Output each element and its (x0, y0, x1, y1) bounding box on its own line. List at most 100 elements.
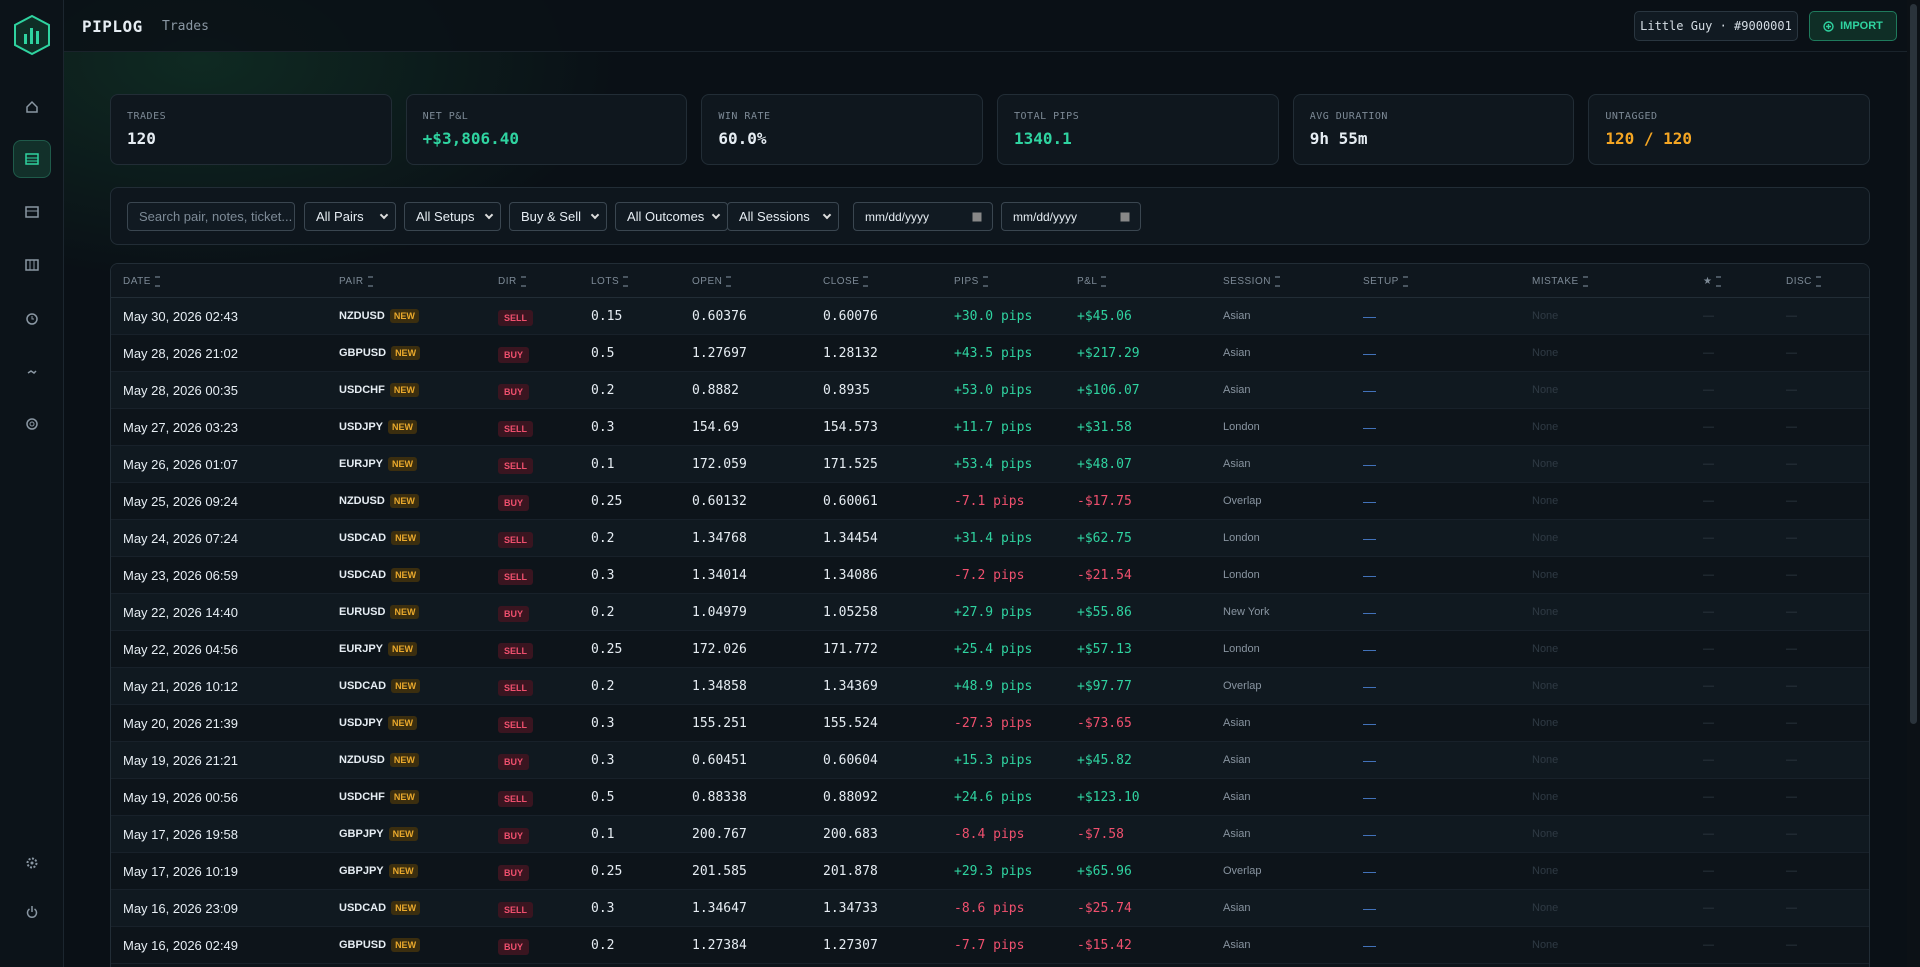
date-input[interactable]: mm/dd/yyyy (1001, 202, 1141, 231)
nav-calendar[interactable] (13, 246, 51, 284)
nav-settings[interactable] (13, 844, 51, 882)
setup-cell: — (1363, 409, 1376, 446)
filter-select[interactable]: All Setups (404, 202, 501, 231)
lots: 0.5 (591, 346, 615, 361)
trade-row[interactable]: May 23, 2026 06:59 USDCAD NEW SELL 0.3 1.3401… (111, 557, 1869, 594)
scrollbar (1907, 0, 1920, 967)
top-bar: PIPLOG Trades Little Guy · #9000001 IMPO… (64, 0, 1920, 52)
column-header[interactable]: OPEN (692, 276, 731, 287)
date: May 30, 2026 02:43 (123, 309, 238, 324)
number-cell: 0.88338 (692, 779, 747, 816)
nav-trades[interactable] (13, 140, 51, 178)
column-header[interactable]: PIPS (954, 276, 988, 287)
trade-row[interactable]: May 22, 2026 14:40 EURUSD NEW BUY 0.2 1.04979… (111, 594, 1869, 631)
discipline: — (1786, 606, 1797, 618)
filter-select[interactable]: All Pairs (304, 202, 396, 231)
column-header[interactable]: MISTAKE (1532, 276, 1588, 287)
close: 155.524 (823, 716, 878, 731)
new-badge: NEW (389, 494, 419, 509)
column-header[interactable]: LOTS (591, 276, 628, 287)
import-button[interactable]: IMPORT (1809, 11, 1897, 41)
number-cell: 1.28132 (823, 335, 878, 372)
trade-row[interactable]: May 17, 2026 19:58 GBPJPY NEW BUY 0.1 200.767… (111, 816, 1869, 853)
column-header[interactable]: DATE (123, 276, 160, 287)
result-cell: -$25.74 (1077, 890, 1132, 927)
column-header[interactable]: DISC (1786, 276, 1821, 287)
rating-cell: — (1703, 594, 1714, 631)
pair: NZDUSD (339, 495, 385, 507)
nav-journal[interactable] (13, 193, 51, 231)
setup-cell: — (1363, 594, 1376, 631)
discipline: — (1786, 458, 1797, 470)
date-cell: May 22, 2026 04:56 (123, 631, 238, 668)
trade-row[interactable]: May 30, 2026 02:43 NZDUSD NEW SELL 0.15 0.603… (111, 298, 1869, 335)
rating: — (1703, 310, 1714, 322)
column-header[interactable]: SETUP (1363, 276, 1408, 287)
trade-row[interactable]: May 27, 2026 03:23 USDJPY NEW SELL 0.3 154.69… (111, 409, 1869, 446)
direction: BUY (498, 494, 530, 511)
column-header[interactable]: ★ (1703, 276, 1721, 287)
rating-cell: — (1703, 446, 1714, 483)
session-cell: Asian (1223, 705, 1251, 742)
chevron (711, 210, 721, 220)
trade-row[interactable]: May 28, 2026 00:35 USDCHF NEW BUY 0.2 0.8882 0… (111, 372, 1869, 409)
result-cell: -7.1 pips (954, 483, 1024, 520)
trade-row[interactable]: May 19, 2026 21:21 NZDUSD NEW BUY 0.3 0.60451… (111, 742, 1869, 779)
close: 0.88092 (823, 790, 878, 805)
trade-row[interactable]: May 17, 2026 10:19 GBPJPY NEW BUY 0.25 201.58… (111, 853, 1869, 890)
select-label: Buy & Sell (521, 209, 581, 224)
date-cell: May 28, 2026 21:02 (123, 335, 238, 372)
trade-row[interactable]: May 16, 2026 23:09 USDCAD NEW SELL 0.3 1.3464… (111, 890, 1869, 927)
column-header[interactable]: SESSION (1223, 276, 1280, 287)
mistake-cell: None (1532, 483, 1558, 520)
date-cell: May 23, 2026 06:59 (123, 557, 238, 594)
direction: SELL (498, 420, 534, 437)
date-cell: May 21, 2026 10:12 (123, 668, 238, 705)
pnl: +$65.96 (1077, 864, 1132, 879)
column-header[interactable]: PAIR (339, 276, 373, 287)
trade-row[interactable]: May 19, 2026 00:56 USDCHF NEW SELL 0.5 0.8833… (111, 779, 1869, 816)
trade-row[interactable]: May 16, 2026 02:49 GBPUSD NEW BUY 0.2 1.27384… (111, 927, 1869, 964)
trade-row[interactable]: May 22, 2026 04:56 EURJPY NEW SELL 0.25 172.0… (111, 631, 1869, 668)
nav-history[interactable] (13, 300, 51, 338)
trade-row[interactable]: May 24, 2026 07:24 USDCAD NEW SELL 0.2 1.3476… (111, 520, 1869, 557)
trade-row[interactable]: May 25, 2026 09:24 NZDUSD NEW BUY 0.25 0.6013… (111, 483, 1869, 520)
search-input[interactable]: Search pair, notes, ticket... (127, 202, 295, 231)
chevron (484, 210, 494, 220)
date: May 27, 2026 03:23 (123, 420, 238, 435)
open: 0.60376 (692, 309, 747, 324)
date-input[interactable]: mm/dd/yyyy (853, 202, 993, 231)
stat-label: TOTAL PIPS (1014, 111, 1080, 122)
new-badge: NEW (391, 568, 421, 583)
filter-select[interactable]: Buy & Sell (509, 202, 607, 231)
setup: — (1363, 716, 1376, 731)
nav-home[interactable] (13, 88, 51, 126)
trade-row[interactable]: May 21, 2026 10:12 USDCAD NEW SELL 0.2 1.3485… (111, 668, 1869, 705)
mistake-cell: None (1532, 520, 1558, 557)
pips: +30.0 pips (954, 309, 1033, 324)
direction: SELL (498, 790, 534, 807)
discipline: — (1786, 902, 1797, 914)
nav-analytics[interactable] (13, 353, 51, 391)
nav-logout[interactable] (13, 893, 51, 931)
filters: Search pair, notes, ticket... All Pairs Al… (110, 187, 1870, 245)
date-cell: May 20, 2026 21:39 (123, 705, 238, 742)
filter-select[interactable]: All Outcomes (615, 202, 728, 231)
session: Asian (1223, 384, 1251, 396)
filter-select[interactable]: All Sessions (727, 202, 839, 231)
number-cell: 1.27384 (692, 927, 747, 964)
column-header[interactable]: DIR (498, 276, 526, 287)
discipline: — (1786, 532, 1797, 544)
session-cell: Asian (1223, 779, 1251, 816)
trade-row[interactable]: May 20, 2026 21:39 USDJPY NEW SELL 0.3 155.25… (111, 705, 1869, 742)
column-header[interactable]: P&L (1077, 276, 1106, 287)
column-header[interactable]: CLOSE (823, 276, 868, 287)
pair: USDCAD (339, 569, 387, 581)
nav-goals[interactable] (13, 405, 51, 443)
dir-cell: BUY (498, 927, 530, 964)
account-selector[interactable]: Little Guy · #9000001 (1634, 11, 1798, 41)
session: Overlap (1223, 495, 1262, 507)
trade-row[interactable]: May 28, 2026 21:02 GBPUSD NEW BUY 0.5 1.27697… (111, 335, 1869, 372)
lots: 0.2 (591, 679, 615, 694)
trade-row[interactable]: May 26, 2026 01:07 EURJPY NEW SELL 0.1 172.05… (111, 446, 1869, 483)
